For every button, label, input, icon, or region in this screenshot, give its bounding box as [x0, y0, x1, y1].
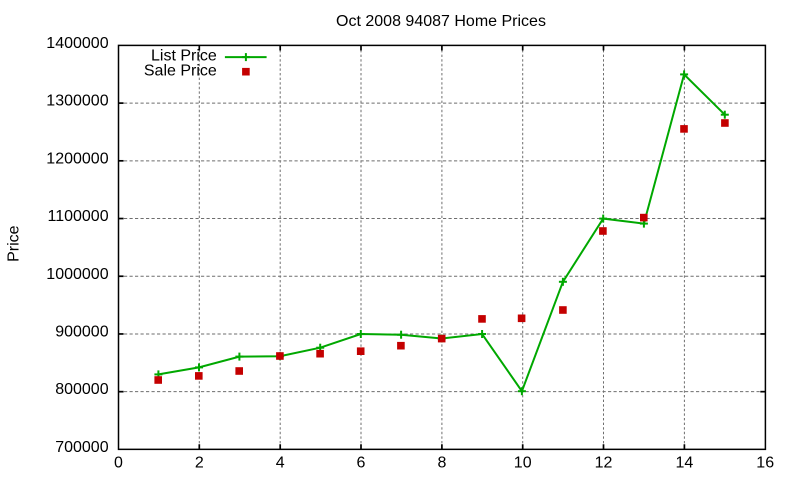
- svg-text:1400000: 1400000: [46, 35, 108, 52]
- svg-text:1100000: 1100000: [47, 208, 108, 225]
- svg-text:900000: 900000: [55, 324, 108, 341]
- svg-text:Sale Price: Sale Price: [144, 62, 217, 79]
- svg-text:Price: Price: [6, 225, 23, 262]
- svg-text:List Price: List Price: [151, 48, 217, 65]
- svg-text:12: 12: [595, 455, 613, 472]
- svg-text:6: 6: [357, 455, 366, 472]
- svg-text:0: 0: [114, 455, 123, 472]
- svg-text:1000000: 1000000: [46, 266, 108, 283]
- svg-text:800000: 800000: [55, 381, 108, 398]
- svg-text:4: 4: [276, 455, 285, 472]
- svg-text:10: 10: [514, 455, 532, 472]
- svg-text:1200000: 1200000: [46, 150, 108, 167]
- svg-text:Oct 2008 94087 Home Prices: Oct 2008 94087 Home Prices: [336, 13, 546, 30]
- svg-text:8: 8: [437, 455, 446, 472]
- svg-text:14: 14: [676, 455, 694, 472]
- svg-text:2: 2: [195, 455, 204, 472]
- svg-text:1300000: 1300000: [46, 93, 108, 110]
- svg-text:16: 16: [756, 455, 774, 472]
- svg-text:700000: 700000: [55, 439, 108, 456]
